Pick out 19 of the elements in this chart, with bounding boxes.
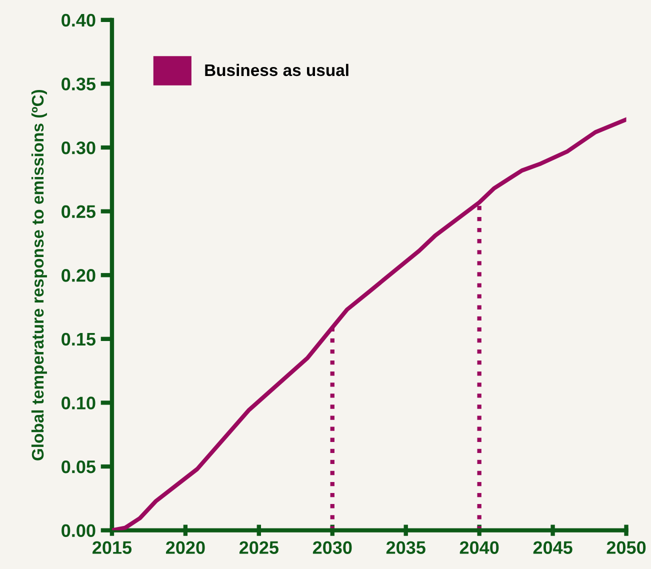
y-tick-label: 0.00 [62, 524, 96, 538]
x-tick-label: 2025 [239, 541, 278, 554]
legend-label: Business as usual [205, 64, 348, 76]
y-tick-label: 0.40 [62, 14, 96, 27]
x-tick-label: 2040 [460, 541, 499, 554]
y-tick-label: 0.25 [62, 205, 96, 218]
x-tick-label: 2030 [312, 541, 352, 554]
x-tick-label: 2020 [166, 541, 205, 554]
x-tick-label: 2045 [533, 541, 572, 554]
x-tick-label: 2015 [92, 541, 132, 554]
x-tick-label: 2050 [606, 541, 646, 554]
y-tick-label: 0.05 [62, 460, 96, 474]
y-tick-label: 0.15 [62, 332, 96, 346]
x-tick-label: 2035 [386, 541, 426, 554]
y-tick-label: 0.35 [62, 78, 96, 90]
y-tick-label: 0.30 [62, 141, 96, 154]
y-tick-label: 0.10 [62, 396, 96, 410]
y-tick-label: 0.20 [62, 269, 96, 282]
y-axis-title: Global temperature response to emissions (ºC) [31, 90, 47, 460]
